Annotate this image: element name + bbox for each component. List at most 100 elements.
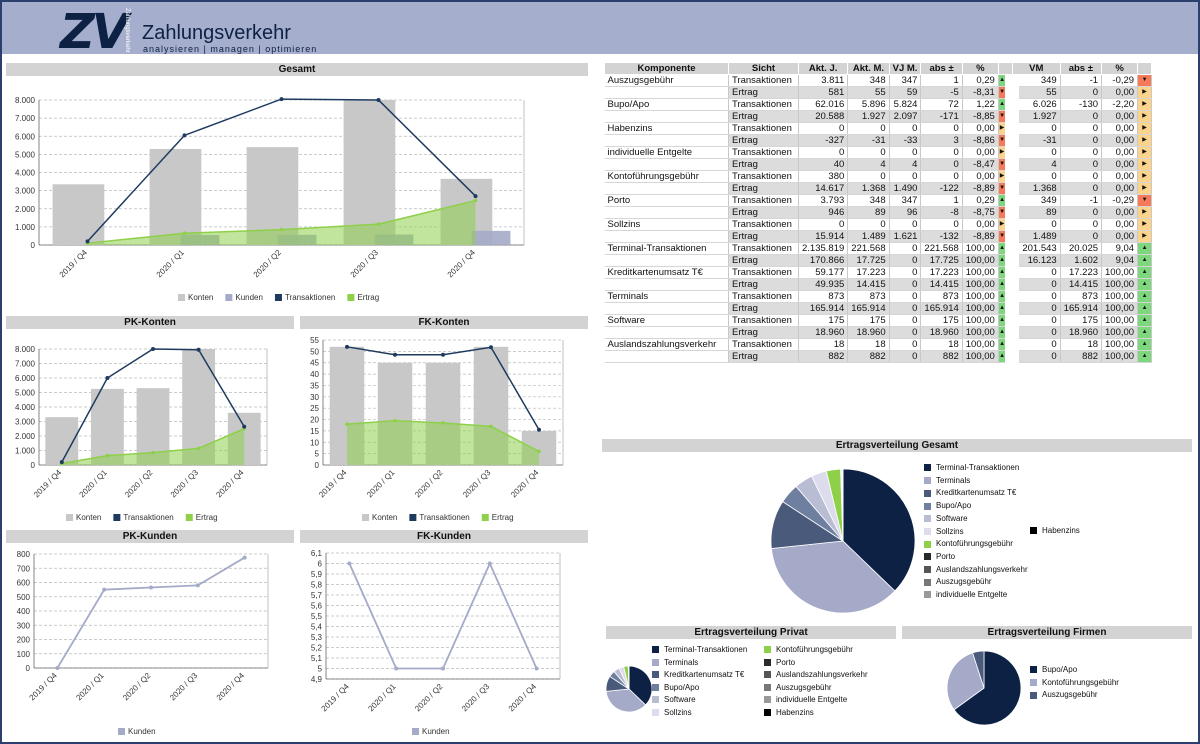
y-tick-label: 5.000 <box>15 150 36 159</box>
y-tick-label: 20 <box>310 416 319 425</box>
table-cell: 348 <box>847 194 890 207</box>
y-tick-label: 6.000 <box>15 374 36 383</box>
x-tick-label: 2020 / Q4 <box>509 468 541 500</box>
point-kunden <box>55 666 60 670</box>
legend-swatch <box>652 658 659 666</box>
legend-swatch <box>1030 527 1037 535</box>
column-header: Akt. M. <box>847 62 890 75</box>
column-header: % <box>961 62 999 75</box>
table-cell: 175 <box>920 314 963 327</box>
table-cell: 100,00 <box>962 302 999 315</box>
x-tick-label: 2019 / Q4 <box>320 682 352 714</box>
point-transaktionen <box>151 347 155 351</box>
legend-swatch <box>924 553 931 561</box>
y-tick-label: 5.000 <box>15 389 36 398</box>
table-cell: -0,29 <box>1101 194 1139 207</box>
table-cell: -171 <box>920 110 963 123</box>
table-row: individuelle Entgelte Transaktionen 0 0 0 0 0,… <box>604 146 1153 159</box>
legend-swatch <box>185 514 193 521</box>
trend-arrow-icon: ▼ <box>998 134 1013 147</box>
table-row: Ertrag -327 -31 -33 3 -8,86 ▼ -31 0 0,00 ▶ <box>604 134 1153 147</box>
table-cell: 100,00 <box>1101 302 1139 315</box>
table-cell: 1.621 <box>889 230 922 243</box>
table-cell: 14.415 <box>920 278 963 291</box>
table-cell: 347 <box>889 194 922 207</box>
table-cell: 0 <box>889 146 922 159</box>
table-cell: 0,00 <box>1101 218 1139 231</box>
legend-label: Auszugsgebühr <box>1042 690 1098 700</box>
table-cell: 89 <box>847 206 890 219</box>
legend-item: Habenzins <box>1030 525 1080 538</box>
legend-swatch <box>924 578 931 586</box>
legend-swatch <box>362 514 369 521</box>
trend-arrow-icon: ▲ <box>1137 242 1153 255</box>
table-cell: 0 <box>1060 170 1103 183</box>
y-tick-label: 2.000 <box>15 432 36 441</box>
trend-arrow-icon: ▶ <box>1137 86 1153 99</box>
table-cell: 0,00 <box>1101 182 1139 195</box>
y-tick-label: 0 <box>26 664 31 673</box>
y-tick-label: 5,3 <box>311 633 323 642</box>
legend-item: Kontoführungsgebühr <box>924 538 1124 551</box>
trend-arrow-icon: ▼ <box>1137 74 1153 87</box>
legend-swatch <box>113 514 121 521</box>
legend-label: Transaktionen <box>419 513 469 522</box>
table-cell: 0 <box>798 218 849 231</box>
point-ertrag <box>182 231 187 236</box>
point-kunden <box>102 587 107 592</box>
legend-item: Auszugsgebühr <box>1030 689 1170 702</box>
table-cell: Transaktionen <box>728 170 799 183</box>
legend-item: Kreditkartenumsatz T€ <box>924 487 1124 500</box>
table-cell: 0,00 <box>1101 170 1139 183</box>
legend-item: Sollzins <box>924 526 1124 539</box>
legend-item: Sollzins <box>652 707 764 720</box>
table-cell: Kreditkartenumsatz T€ <box>604 266 729 279</box>
point-transaktionen <box>105 376 110 380</box>
panel-title-fk-kunden: FK-Kunden <box>300 530 588 543</box>
table-cell: 201.543 <box>1005 242 1061 255</box>
legend-item: Terminal-Transaktionen <box>652 644 764 657</box>
pie-slice <box>605 688 647 713</box>
chart-fk-kunden: 4,95 5,15,2 5,35,4 5,55,6 5,75,8 5,96 6,1 2019 … <box>311 549 561 736</box>
legend-swatch <box>764 708 771 716</box>
trend-arrow-icon: ▲ <box>1137 326 1153 339</box>
table-cell <box>604 110 729 123</box>
table-cell: 165.914 <box>1060 302 1103 315</box>
table-cell: Transaktionen <box>728 314 799 327</box>
logo: ZV <box>60 4 129 60</box>
table-cell: 0,00 <box>1101 86 1139 99</box>
y-tick-label: 500 <box>17 593 31 602</box>
legend-label: Terminals <box>936 475 971 485</box>
legend-item: Bupo/Apo <box>924 500 1124 513</box>
table-cell: -8,89 <box>962 182 999 195</box>
trend-arrow-icon: ▲ <box>998 290 1013 303</box>
table-cell: 2.135.819 <box>798 242 849 255</box>
table-cell: Transaktionen <box>728 74 799 87</box>
legend-swatch <box>652 696 659 704</box>
table-cell <box>604 278 729 291</box>
legend-label: Ertrag <box>357 293 379 302</box>
table-cell: 0,29 <box>962 74 999 87</box>
legend-ertrag-firmen: Bupo/Apo Kontoführungsgebühr Auszugsgebühr <box>1030 664 1170 702</box>
table-cell: 380 <box>798 170 849 183</box>
legend-item: Terminals <box>652 657 764 670</box>
pie-slice <box>842 468 916 592</box>
legend-swatch <box>764 671 771 679</box>
table-cell: 0 <box>920 158 963 171</box>
table-cell: individuelle Entgelte <box>604 146 729 159</box>
legend-label: Kontoführungsgebühr <box>776 645 853 654</box>
legend-label: Terminal-Transaktionen <box>936 463 1020 472</box>
table-cell: 20.025 <box>1060 242 1103 255</box>
legend-label: Kreditkartenumsatz T€ <box>664 670 745 679</box>
table-cell: 3 <box>920 134 963 147</box>
pie-slice <box>628 665 653 706</box>
table-cell: 1.490 <box>889 182 922 195</box>
table-cell: -8,31 <box>962 86 999 99</box>
y-tick-label: 100 <box>17 650 31 659</box>
point-transaktionen <box>196 347 201 352</box>
legend-item: Habenzins <box>764 707 884 720</box>
table-cell: 62.016 <box>798 98 849 111</box>
trend-arrow-icon: ▲ <box>998 254 1013 267</box>
table-cell: 100,00 <box>962 326 999 339</box>
legend-label: Terminals <box>664 657 699 667</box>
